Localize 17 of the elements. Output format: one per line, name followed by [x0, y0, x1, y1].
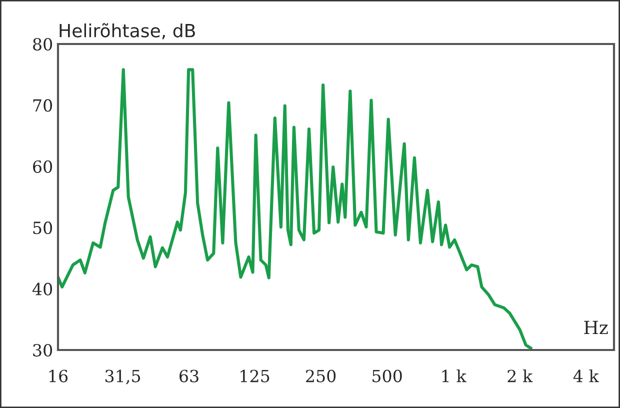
y-tick-label: 80	[33, 38, 52, 51]
x-tick-label: 31,5	[105, 370, 140, 384]
x-tick-label: 500	[372, 370, 402, 382]
y-tick-label: 50	[33, 222, 52, 234]
x-tick-label: 125	[240, 370, 270, 382]
x-axis-title: Hz	[584, 320, 608, 334]
x-tick-label: 16	[49, 370, 68, 382]
x-tick-label: 1 k	[442, 369, 466, 382]
y-tick-label: 70	[33, 99, 52, 112]
x-tick-label: 63	[180, 370, 198, 382]
y-axis-title: Helirõhtase, dB	[60, 23, 195, 40]
x-tick-label: 4 k	[573, 369, 599, 382]
y-tick-label: 60	[33, 160, 52, 173]
y-tick-label: 40	[32, 282, 52, 296]
y-tick-label: 30	[33, 344, 52, 357]
x-tick-label: 2 k	[508, 369, 533, 382]
x-tick-label: 250	[306, 370, 336, 382]
